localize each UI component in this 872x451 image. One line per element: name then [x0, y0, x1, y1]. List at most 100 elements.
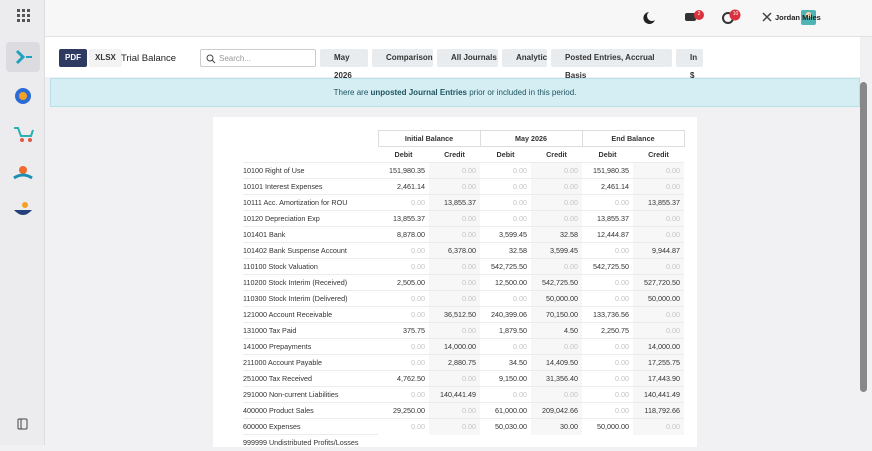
sub-header: Debit	[394, 150, 413, 159]
blank-header	[243, 147, 378, 163]
group-header-row: Initial Balance May 2026 End Balance	[243, 130, 685, 147]
amount: 8,878.00	[378, 226, 429, 243]
search-box[interactable]: Search...	[200, 49, 316, 67]
amount: 31,356.40	[531, 370, 582, 387]
account-name[interactable]: 999999 Undistributed Profits/Losses	[243, 434, 378, 451]
scrollbar[interactable]	[860, 82, 867, 392]
account-row: 10111 Acc. Amortization for ROU 0.00 13,85…	[243, 194, 684, 211]
account-row: 10100 Right of Use 151,980.35 0.00 0.00 0.00…	[243, 162, 684, 179]
amount: 0.00	[633, 322, 684, 339]
report-sheet: Initial Balance May 2026 End Balance Debit C…	[213, 117, 697, 451]
amount: 0.00	[531, 178, 582, 195]
amount: 0.00	[480, 178, 531, 195]
user-name[interactable]: Jordan Miles	[775, 13, 821, 22]
warning-banner: There are unposted Journal Entries prior…	[50, 78, 860, 107]
account-row: 400000 Product Sales 29,250.00 0.00 61,000.…	[243, 402, 684, 419]
amount: 0.00	[531, 258, 582, 275]
account-name[interactable]: 211000 Account Payable	[243, 354, 378, 371]
amount: 0.00	[429, 370, 480, 387]
banner-link[interactable]: unposted Journal Entries	[370, 88, 467, 97]
search-placeholder: Search...	[219, 54, 252, 63]
amount: 0.00	[480, 338, 531, 355]
amount: 2,880.75	[429, 354, 480, 371]
chat-badge[interactable]: 2	[697, 11, 701, 17]
sidebar-icons	[6, 9, 40, 430]
filter-button[interactable]: Analytic	[502, 49, 547, 67]
account-row: 110100 Stock Valuation 0.00 0.00 542,725.50…	[243, 258, 684, 275]
account-name[interactable]: 10100 Right of Use	[243, 162, 378, 179]
account-name[interactable]: 141000 Prepayments	[243, 338, 378, 355]
amount: 0.00	[582, 402, 633, 419]
amount: 0.00	[531, 338, 582, 355]
account-name[interactable]: 101401 Bank	[243, 226, 378, 243]
amount: 0.00	[378, 386, 429, 403]
amount: 14,000.00	[633, 338, 684, 355]
amount: 0.00	[480, 210, 531, 227]
amount: 4.50	[531, 322, 582, 339]
account-row: 291000 Non-current Liabilities 0.00 140,44…	[243, 386, 684, 403]
amount: 14,409.50	[531, 354, 582, 371]
amount: 0.00	[633, 306, 684, 323]
amount: 12,444.87	[582, 226, 633, 243]
filter-button[interactable]: In $	[676, 49, 703, 80]
amount: 3,599.45	[480, 226, 531, 243]
amount: 0.00	[633, 226, 684, 243]
account-name[interactable]: 110300 Stock Interim (Delivered)	[243, 290, 378, 307]
account-name[interactable]: 131000 Tax Paid	[243, 322, 378, 339]
amount: 3,599.45	[531, 242, 582, 259]
account-name[interactable]: 400000 Product Sales	[243, 402, 378, 419]
amount: 0.00	[582, 290, 633, 307]
account-name[interactable]: 10120 Depreciation Exp	[243, 210, 378, 227]
amount: 29,250.00	[378, 402, 429, 419]
account-name[interactable]: 10111 Acc. Amortization for ROU	[243, 194, 378, 211]
filter-button[interactable]: May 2026	[320, 49, 368, 80]
pdf-button[interactable]: PDF	[59, 49, 87, 67]
account-name[interactable]: 121000 Account Receivable	[243, 306, 378, 323]
amount: 0.00	[378, 290, 429, 307]
account-name[interactable]: 101402 Bank Suspense Account	[243, 242, 378, 259]
amount: 0.00	[378, 354, 429, 371]
amount: 50,000.00	[633, 290, 684, 307]
filter-button[interactable]: Comparison	[372, 49, 433, 67]
amount: 2,461.14	[378, 178, 429, 195]
account-name[interactable]: 600000 Expenses	[243, 418, 378, 435]
amount: 118,792.66	[633, 402, 684, 419]
filter-button[interactable]: All Journals	[437, 49, 498, 67]
banner-text: prior or included in this period.	[466, 88, 577, 97]
account-name[interactable]: 110200 Stock Interim (Received)	[243, 274, 378, 291]
group-header: End Balance	[581, 130, 685, 147]
amount: 0.00	[480, 194, 531, 211]
amount: 209,042.66	[531, 402, 582, 419]
activity-badge[interactable]: 10	[732, 11, 739, 17]
amount: 4,762.50	[378, 370, 429, 387]
amount: 9,944.87	[633, 242, 684, 259]
amount: 0.00	[582, 274, 633, 291]
sub-header: Credit	[648, 150, 669, 159]
account-name[interactable]: 251000 Tax Received	[243, 370, 378, 387]
account-row: 131000 Tax Paid 375.75 0.00 1,879.50 4.50 2,2…	[243, 322, 684, 339]
account-row: 101401 Bank 8,878.00 0.00 3,599.45 32.58 12,4…	[243, 226, 684, 243]
amount: 542,725.50	[582, 258, 633, 275]
sub-header: Credit	[444, 150, 465, 159]
amount: 0.00	[429, 226, 480, 243]
amount: 0.00	[582, 338, 633, 355]
amount: 0.00	[378, 306, 429, 323]
amount: 2,250.75	[582, 322, 633, 339]
amount: 0.00	[429, 322, 480, 339]
amount: 36,512.50	[429, 306, 480, 323]
amount: 0.00	[429, 178, 480, 195]
account-name[interactable]: 110100 Stock Valuation	[243, 258, 378, 275]
account-row: 10101 Interest Expenses 2,461.14 0.00 0.00 0…	[243, 178, 684, 195]
xlsx-button[interactable]: XLSX	[89, 49, 122, 67]
amount: 151,980.35	[582, 162, 633, 179]
amount: 0.00	[582, 242, 633, 259]
account-name[interactable]: 10101 Interest Expenses	[243, 178, 378, 195]
account-name[interactable]: 291000 Non-current Liabilities	[243, 386, 378, 403]
account-row: 110200 Stock Interim (Received) 2,505.00 0…	[243, 274, 684, 291]
report-title: Trial Balance	[121, 53, 177, 64]
amount: 0.00	[429, 402, 480, 419]
amount: 0.00	[429, 290, 480, 307]
amount: 0.00	[633, 258, 684, 275]
filter-button[interactable]: Posted Entries, Accrual Basis	[551, 49, 672, 80]
amount: 0.00	[378, 418, 429, 435]
